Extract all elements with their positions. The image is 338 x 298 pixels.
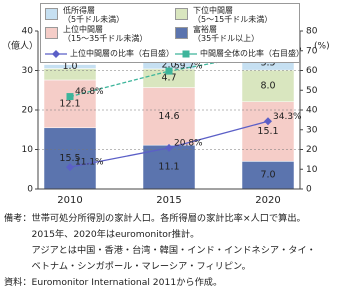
x-tick-label: 2015 bbox=[156, 195, 181, 206]
notes: 備考：世帯可処分所得別の家計人口。各所得層の家計比率×人口で算出。 2015年、… bbox=[4, 211, 338, 291]
legend-swatch bbox=[45, 27, 58, 39]
note-line: アジアとは中国・香港・台湾・韓国・インド・インドネシア・タイ・ bbox=[4, 245, 316, 256]
legend-label: 上位中間層の比率（右目盛） bbox=[70, 49, 174, 58]
data-label: 15.1 bbox=[257, 126, 278, 137]
legend-marker bbox=[45, 50, 67, 58]
chart: （億人） (%) 0102030400102030405060708015.51… bbox=[2, 27, 330, 207]
legend-label: 下位中間層 （5〜15千ドル未満） bbox=[193, 6, 273, 24]
y2-tick-label: 50 bbox=[306, 86, 318, 96]
data-label: 2.0 bbox=[161, 59, 176, 70]
data-label: 3.5 bbox=[260, 58, 275, 69]
bar-segment bbox=[241, 69, 295, 102]
legend-symbol bbox=[182, 50, 190, 58]
y2-tick-label: 20 bbox=[306, 145, 318, 155]
y2-tick-label: 70 bbox=[306, 46, 318, 56]
data-label: 11.1% bbox=[75, 158, 104, 168]
data-label: 11.1 bbox=[158, 162, 179, 173]
legend-symbol bbox=[52, 50, 60, 58]
data-label: 4.7 bbox=[161, 73, 176, 84]
bar-segment bbox=[43, 79, 97, 129]
legend-label: 富裕層 （35千ドル以上） bbox=[193, 25, 260, 43]
y-tick-label: 10 bbox=[22, 145, 34, 155]
legend-label: 低所得層 （5千ドル未満） bbox=[63, 6, 125, 24]
bar-segment bbox=[142, 87, 196, 146]
line-marker bbox=[66, 163, 74, 172]
note-line: 備考：世帯可処分所得別の家計人口。各所得層の家計比率×人口で算出。 bbox=[4, 213, 306, 224]
data-label: 7.0 bbox=[260, 170, 275, 181]
data-label: 1.0 bbox=[62, 61, 77, 72]
bar-segment bbox=[43, 64, 97, 69]
data-label: 59.7% bbox=[174, 62, 203, 72]
legend-swatch bbox=[175, 27, 188, 39]
data-label: 46.8% bbox=[75, 87, 104, 97]
legend-label: 上位中間層 （15〜35千ドル未満） bbox=[63, 25, 148, 43]
note-line: 資料：Euromonitor International 2011から作成。 bbox=[4, 277, 223, 288]
data-label: 8.0 bbox=[260, 80, 275, 91]
data-label: 14.6 bbox=[158, 111, 179, 122]
y2-axis-label: (%) bbox=[314, 42, 330, 52]
data-label: 34.3% bbox=[273, 112, 302, 122]
y2-tick-label: 30 bbox=[306, 125, 318, 135]
y-tick-label: 0 bbox=[27, 185, 33, 195]
y-axis-label: （億人） bbox=[2, 40, 38, 52]
y2-tick-label: 0 bbox=[306, 185, 312, 195]
line-marker bbox=[66, 93, 74, 101]
x-tick-label: 2010 bbox=[57, 195, 82, 206]
y-tick-label: 40 bbox=[22, 27, 34, 37]
data-label: 20.8% bbox=[174, 138, 203, 148]
y2-tick-label: 10 bbox=[306, 165, 318, 175]
legend-swatch bbox=[175, 8, 188, 20]
bar-segment bbox=[142, 144, 196, 190]
note-line: 2015年、2020年はeuromonitor推計。 bbox=[4, 229, 200, 240]
bar-segment bbox=[241, 161, 295, 190]
legend-swatch bbox=[45, 8, 58, 20]
legend-marker bbox=[175, 50, 197, 58]
y-tick-label: 20 bbox=[22, 106, 34, 116]
legend: 低所得層 （5千ドル未満） 下位中間層 （5〜15千ドル未満） 上位中間層 （15〜… bbox=[40, 3, 304, 63]
legend-label: 中間層全体の比率（右目盛） bbox=[200, 49, 304, 58]
y-tick-label: 30 bbox=[22, 66, 34, 76]
line-marker bbox=[165, 67, 173, 75]
y2-tick-label: 40 bbox=[306, 106, 318, 116]
y2-tick-label: 60 bbox=[306, 66, 318, 76]
x-tick-label: 2020 bbox=[255, 195, 280, 206]
data-label: 12.1 bbox=[59, 98, 80, 109]
note-line: ベトナム・シンガポール・マレーシア・フィリピン。 bbox=[4, 261, 251, 272]
line-marker bbox=[264, 117, 272, 126]
line-marker bbox=[165, 143, 173, 152]
y2-tick-label: 80 bbox=[306, 27, 318, 37]
bar-segment bbox=[241, 101, 295, 162]
data-label: 15.5 bbox=[59, 153, 80, 164]
